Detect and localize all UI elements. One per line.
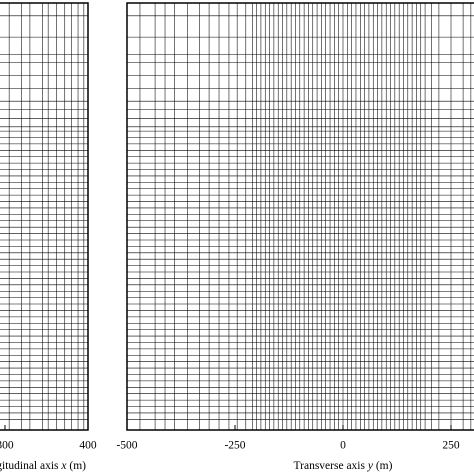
x-axis-label-part: x — [60, 460, 67, 472]
panel-frame — [0, 2, 89, 431]
x-axis-label: Transverse axis y (m) — [294, 460, 393, 472]
x-axis-label-part: y — [367, 460, 374, 472]
x-tick-label: -250 — [224, 440, 245, 452]
x-tick-label: 400 — [79, 440, 97, 452]
x-axis-label-part: Transverse axis — [294, 460, 368, 472]
panel-frame — [126, 2, 474, 431]
x-tick-label: 300 — [0, 440, 14, 452]
x-axis-label: Longitudinal axis x (m) — [0, 460, 86, 472]
x-tick-label: -500 — [116, 440, 137, 452]
x-tick-label: 250 — [442, 440, 460, 452]
x-axis-label-part: Longitudinal axis — [0, 460, 61, 472]
x-axis-label-part: (m) — [67, 460, 87, 472]
x-tick-label: 0 — [340, 440, 346, 452]
x-axis-label-part: (m) — [373, 460, 393, 472]
